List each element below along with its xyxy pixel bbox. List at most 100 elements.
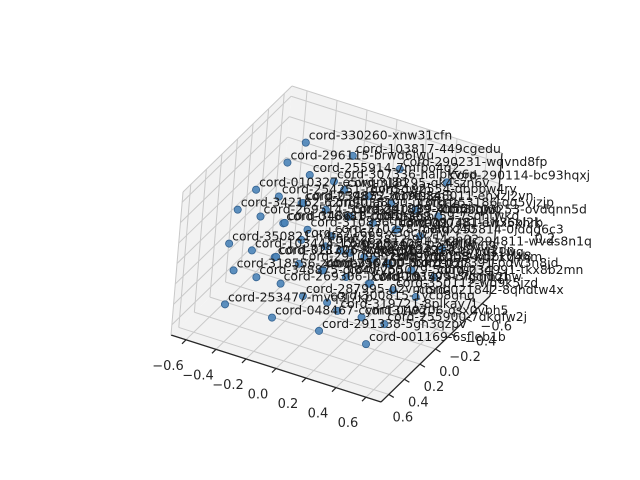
point-label: cord-342162-62m9tua8 [241, 195, 388, 210]
point-label: cord-291099-j2sf09wq [302, 249, 441, 264]
data-point [252, 185, 261, 194]
data-point [225, 239, 234, 248]
y-axis-tick [481, 303, 488, 308]
point-label: cord-048467-cym131wg [275, 303, 426, 318]
data-point [327, 232, 336, 241]
point-label: cord-010327-e5wqmj8d [259, 175, 407, 190]
top-left-edge [182, 85, 293, 193]
data-point [348, 151, 357, 160]
point-label: cord-291839-x0tq8fqm [352, 202, 496, 217]
data-point [280, 218, 289, 227]
x-tick-label: 0.0 [248, 388, 269, 403]
x-axis-tick [361, 396, 367, 402]
data-point [272, 252, 281, 261]
data-point [274, 192, 283, 201]
gridline-left-z [178, 136, 289, 244]
point-label: cord-330260-xnw31cfn [309, 128, 453, 143]
point-label: cord-254251-rgvh5dwm [282, 182, 431, 197]
data-point [362, 340, 371, 349]
point-label: cord-291338-5gh3qzpv [322, 316, 466, 331]
data-point [369, 255, 378, 264]
point-label: cord-034991-tkx8b2mn [437, 262, 583, 277]
point-label: cord-259875-zlq7f08a [305, 188, 442, 203]
data-point [434, 212, 443, 221]
point-label: cord-103817-449cgedu [356, 141, 501, 156]
point-label: cord-282812-9m54gh02 [329, 231, 480, 246]
gridline-floor-y [225, 281, 436, 350]
point-label: cord-290114-bc93hqxj [450, 167, 590, 182]
gridline-left-y [271, 93, 285, 237]
y-tick-label: 0.4 [408, 395, 429, 410]
point-label: cord-192554-dbpbw4ry [371, 181, 516, 196]
point-label: cord-021306-kvlpenvt [279, 242, 416, 257]
data-point [430, 273, 439, 282]
data-point [336, 246, 345, 255]
point-label: cord-319721-8plkay7l [340, 296, 476, 311]
gridline-left-z [181, 95, 292, 203]
point-label: cord-269514-55jzaxjd [264, 201, 399, 216]
point-label: cord-300815-1ycb8ghq [330, 288, 475, 303]
point-label: cord-348610-pjt4bssg [288, 208, 424, 223]
point-label: cord-253477-mvq3j7kp [228, 289, 373, 304]
data-point [357, 313, 366, 322]
gridline-right-z [289, 116, 500, 185]
point-label: cord-310278-melqxj40 [335, 221, 476, 236]
x-tick-label: 0.4 [308, 407, 329, 422]
data-point [340, 185, 349, 194]
point-label: cord-027391-pqw3n8jd [414, 255, 558, 270]
point-label: cord-350821-h4fnsw2f [232, 229, 373, 244]
point-label: cord-255814-0jdqg6c3 [423, 221, 564, 236]
data-point [333, 306, 342, 315]
x-tick-label: −0.6 [152, 359, 184, 374]
point-label: cord-348011-ehxzl2vn [394, 188, 533, 203]
point-label: cord-269759-7sqntwkd [376, 208, 519, 223]
y-tick-label: 0.6 [392, 410, 413, 425]
point-label: cord-103444-17vosgcp [255, 235, 398, 250]
gridline-left-y [240, 123, 254, 267]
x-axis-tick [211, 348, 217, 354]
top-edge [291, 85, 503, 154]
point-label: cord-310836-ftl3wdqz [311, 215, 447, 230]
data-point [294, 259, 303, 268]
data-point [323, 298, 332, 307]
data-point [407, 266, 416, 275]
point-label: cord-296115-brwd6lwu [290, 148, 434, 163]
left-edge [170, 191, 184, 336]
point-label: cord-348875-qj64wvp0 [259, 262, 403, 277]
data-point [256, 212, 265, 221]
data-point [442, 178, 451, 187]
point-label: cord-001169-6sfleb1b [369, 329, 506, 344]
point-label: cord-035190-uj3tkrfa [329, 195, 461, 210]
gridline-floor-x [365, 290, 476, 398]
gridline-right-z [290, 95, 502, 164]
data-point [384, 259, 393, 268]
point-label: cord-287406-b54dtrif [343, 236, 476, 251]
point-label: cord-255914-7mfbo4q2 [313, 160, 460, 175]
y-axis-tick [388, 393, 395, 398]
gridline-floor-y [240, 266, 452, 335]
data-point [298, 292, 307, 301]
point-label: cord-287995-02vmfsnq [306, 281, 451, 296]
point-label: cord-318295-qk4szn6v [347, 175, 489, 190]
data-point [315, 326, 324, 335]
data-point [438, 244, 447, 253]
gridline-floor-y [256, 251, 467, 320]
data-point [233, 205, 242, 214]
data-point [360, 252, 369, 261]
x-tick-label: −0.4 [182, 368, 214, 383]
data-point [321, 205, 330, 214]
x-axis-tick [301, 377, 307, 383]
gridline-floor-y [272, 236, 483, 305]
data-point [268, 313, 277, 322]
point-label: cord-296700-h0m2tkq8 [325, 256, 472, 271]
gridline-floor-x [335, 281, 446, 389]
point-label: cord-256153-kg21vlx8 [392, 248, 532, 263]
point-label: cord-271660-x3gcw7jv [304, 225, 446, 240]
data-point [297, 235, 306, 244]
gridline-left-y [256, 108, 270, 252]
point-label: cord-049206-qsx0vbh5 [365, 302, 509, 317]
data-point [380, 320, 389, 329]
z-tick-label: 0.2 [535, 232, 556, 247]
point-label: cord-290231-wqvnd8fp [403, 154, 548, 169]
y-axis-tick [450, 333, 457, 338]
